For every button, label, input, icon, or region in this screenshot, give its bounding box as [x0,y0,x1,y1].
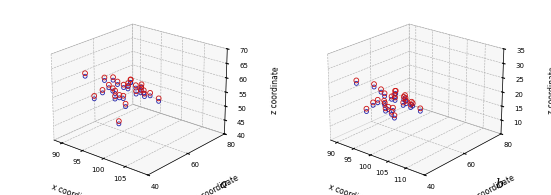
Text: a: a [219,178,227,191]
Text: b: b [495,178,504,191]
X-axis label: x coordinate: x coordinate [51,182,99,195]
X-axis label: x coordinate: x coordinate [327,182,375,195]
Y-axis label: y coordinate: y coordinate [193,174,240,195]
Y-axis label: y coordinate: y coordinate [470,174,517,195]
